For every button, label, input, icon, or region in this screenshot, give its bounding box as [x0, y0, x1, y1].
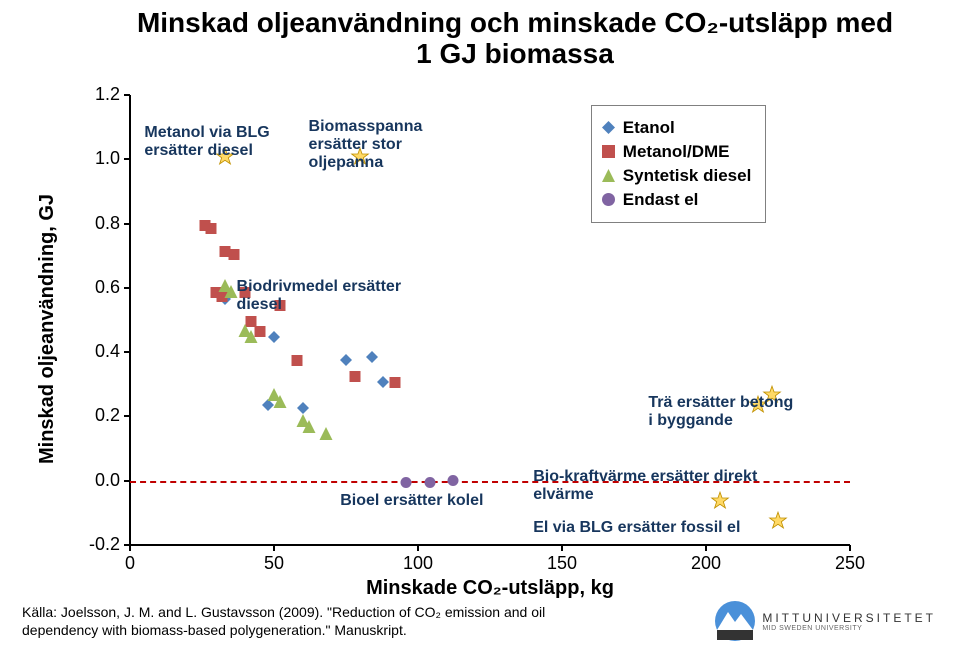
- legend-label: Metanol/DME: [623, 142, 730, 162]
- x-tick-label: 250: [835, 553, 865, 574]
- x-axis-label: Minskade CO₂-utsläpp, kg: [130, 577, 850, 600]
- university-logo: MITTUNIVERSITETET MID SWEDEN UNIVERSITY: [714, 600, 936, 642]
- annotation-a6: El via BLG ersätter fossil el: [533, 519, 740, 537]
- x-tick-label: 150: [547, 553, 577, 574]
- legend-label: Endast el: [623, 190, 699, 210]
- point-metanol: [205, 221, 216, 239]
- legend-label: Etanol: [623, 118, 675, 138]
- chart-title: Minskad oljeanvändning och minskade CO₂-…: [0, 8, 960, 70]
- point-metanol: [292, 353, 303, 371]
- point-metanol: [389, 375, 400, 393]
- university-sub: MID SWEDEN UNIVERSITY: [762, 625, 936, 632]
- point-syntetisk: [273, 395, 286, 413]
- point-etanol: [366, 350, 378, 368]
- y-tick-label: 0.4: [95, 341, 120, 362]
- point-syntetisk: [319, 427, 332, 445]
- point-etanol: [268, 330, 280, 348]
- source-line-2: dependency with biomass-based polygenera…: [22, 622, 407, 638]
- annotation-a1: Metanol via BLGersätter diesel: [144, 124, 269, 160]
- legend-item: Syntetisk diesel: [602, 166, 752, 186]
- legend-item: Metanol/DME: [602, 142, 752, 162]
- legend-item: Endast el: [602, 190, 752, 210]
- x-tick-label: 100: [403, 553, 433, 574]
- source-line-1: Källa: Joelsson, J. M. and L. Gustavsson…: [22, 604, 545, 620]
- point-syntetisk: [302, 420, 315, 438]
- x-tick-label: 50: [259, 553, 289, 574]
- mountain-icon: [714, 600, 756, 642]
- star-blg-fossil: [768, 510, 788, 535]
- point-etanol: [377, 375, 389, 393]
- y-tick-label: 0.0: [95, 470, 120, 491]
- x-tick-label: 0: [115, 553, 145, 574]
- annotation-a3: Biodrivmedel ersätterdiesel: [237, 278, 402, 314]
- point-endast: [424, 475, 435, 493]
- y-tick-label: 0.6: [95, 277, 120, 298]
- point-syntetisk: [224, 285, 237, 303]
- point-endast: [447, 473, 458, 491]
- y-tick-label: 0.2: [95, 405, 120, 426]
- x-tick-label: 200: [691, 553, 721, 574]
- y-tick-label: 1.2: [95, 84, 120, 105]
- annotation-a4: Bioel ersätter kolel: [340, 492, 483, 510]
- annotation-a2: Biomasspannaersätter storoljepanna: [309, 118, 423, 172]
- y-tick-label: 0.8: [95, 213, 120, 234]
- y-tick-label: 1.0: [95, 148, 120, 169]
- point-endast: [401, 475, 412, 493]
- legend-label: Syntetisk diesel: [623, 166, 752, 186]
- legend-item: Etanol: [602, 118, 752, 138]
- y-tick-label: -0.2: [89, 534, 120, 555]
- point-syntetisk: [244, 330, 257, 348]
- y-axis-label: Minskad oljeanvändning, GJ: [36, 194, 59, 464]
- point-metanol: [228, 247, 239, 265]
- point-metanol: [349, 369, 360, 387]
- annotation-a7: Trä ersätter betongi byggande: [648, 394, 793, 430]
- annotation-a5: Bio-kraftvärme ersätter direktelvärme: [533, 468, 757, 504]
- legend: Etanol Metanol/DME Syntetisk diesel Endast …: [591, 105, 767, 223]
- university-name: MITTUNIVERSITETET: [762, 611, 936, 625]
